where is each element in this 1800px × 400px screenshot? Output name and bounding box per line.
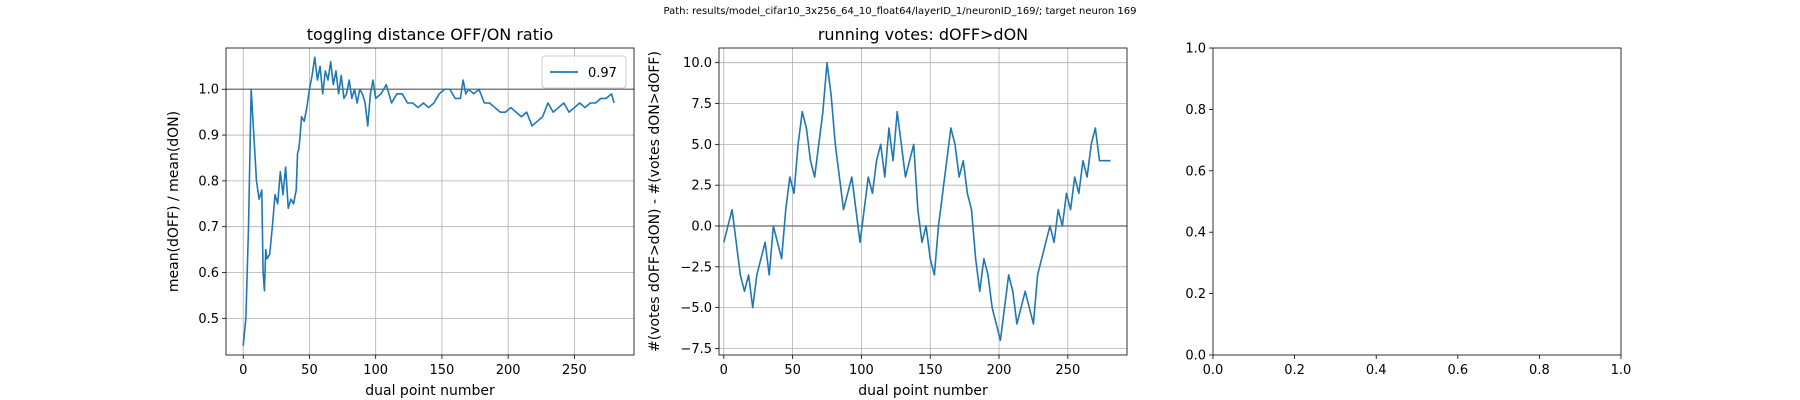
x-tick-label: 150 bbox=[918, 363, 943, 378]
y-tick-label: 0.0 bbox=[1185, 349, 1206, 364]
series-line bbox=[242, 56, 615, 346]
y-tick-label: 0.8 bbox=[1185, 103, 1206, 118]
chart-title: running votes: dOFF>dON bbox=[818, 25, 1028, 44]
y-tick-label: 2.5 bbox=[691, 179, 712, 194]
y-tick-label: 0.6 bbox=[198, 266, 219, 281]
series-line bbox=[723, 61, 1111, 342]
y-tick-label: 5.0 bbox=[691, 138, 712, 153]
x-tick-label: 200 bbox=[987, 363, 1012, 378]
axes-frame bbox=[225, 47, 635, 356]
y-tick-label: 0.6 bbox=[1185, 164, 1206, 179]
y-tick-label: 0.2 bbox=[1185, 287, 1206, 302]
chart-2: 0 50 100 150 200 250 −7.5 −5.0 −2.5 0.0 2.5 5.0 7.5 1… bbox=[647, 25, 1128, 399]
y-tick-label: 0.5 bbox=[198, 312, 219, 327]
y-axis-label: #(votes dOFF>dON) - #(votes dON>dOFF) bbox=[647, 51, 663, 352]
axes-frame bbox=[1212, 47, 1622, 356]
x-tick-label: 0.8 bbox=[1529, 363, 1550, 378]
y-tick-label: 0.9 bbox=[198, 129, 219, 144]
y-tick-label: 0.8 bbox=[198, 174, 219, 189]
y-tick-label: 1.0 bbox=[1185, 42, 1206, 57]
x-tick-label: 250 bbox=[562, 363, 587, 378]
x-axis-label: dual point number bbox=[858, 383, 988, 399]
y-tick-label: 0.0 bbox=[691, 219, 712, 234]
y-axis-label: mean(dOFF) / mean(dON) bbox=[166, 111, 182, 292]
y-tick-label: −7.5 bbox=[680, 342, 712, 357]
x-tick-label: 0 bbox=[720, 363, 728, 378]
x-tick-label: 100 bbox=[849, 363, 874, 378]
chart-3: 0.0 0.2 0.4 0.6 0.8 1.0 0.0 0.2 0.4 0.6 0.8 1.0 bbox=[1185, 42, 1631, 379]
x-tick-label: 200 bbox=[496, 363, 521, 378]
x-axis-label: dual point number bbox=[365, 383, 495, 399]
x-tick-label: 50 bbox=[784, 363, 801, 378]
x-tick-label: 250 bbox=[1055, 363, 1080, 378]
y-tick-label: −5.0 bbox=[680, 301, 712, 316]
x-tick-label: 50 bbox=[301, 363, 318, 378]
x-tick-label: 1.0 bbox=[1611, 363, 1632, 378]
legend-box bbox=[541, 55, 627, 89]
chart-title: toggling distance OFF/ON ratio bbox=[307, 25, 553, 44]
x-tick-label: 0 bbox=[239, 363, 247, 378]
y-tick-label: 1.0 bbox=[198, 83, 219, 98]
y-tick-label: 10.0 bbox=[683, 56, 712, 71]
chart-1: 0 50 100 150 200 250 0.5 0.6 0.7 0.8 0.9 1.0 togglin… bbox=[166, 25, 635, 399]
x-tick-label: 0.4 bbox=[1366, 363, 1387, 378]
y-tick-label: −2.5 bbox=[680, 260, 712, 275]
x-tick-label: 0.0 bbox=[1203, 363, 1224, 378]
x-tick-label: 150 bbox=[430, 363, 455, 378]
x-tick-label: 0.2 bbox=[1284, 363, 1305, 378]
x-tick-label: 0.6 bbox=[1447, 363, 1468, 378]
legend-label: 0.97 bbox=[588, 66, 617, 81]
figure-suptitle: Path: results/model_cifar10_3x256_64_10_… bbox=[663, 6, 1137, 17]
x-tick-label: 100 bbox=[363, 363, 388, 378]
axes-frame bbox=[718, 47, 1128, 356]
y-tick-label: 7.5 bbox=[691, 97, 712, 112]
y-tick-label: 0.4 bbox=[1185, 226, 1206, 241]
y-tick-label: 0.7 bbox=[198, 220, 219, 235]
